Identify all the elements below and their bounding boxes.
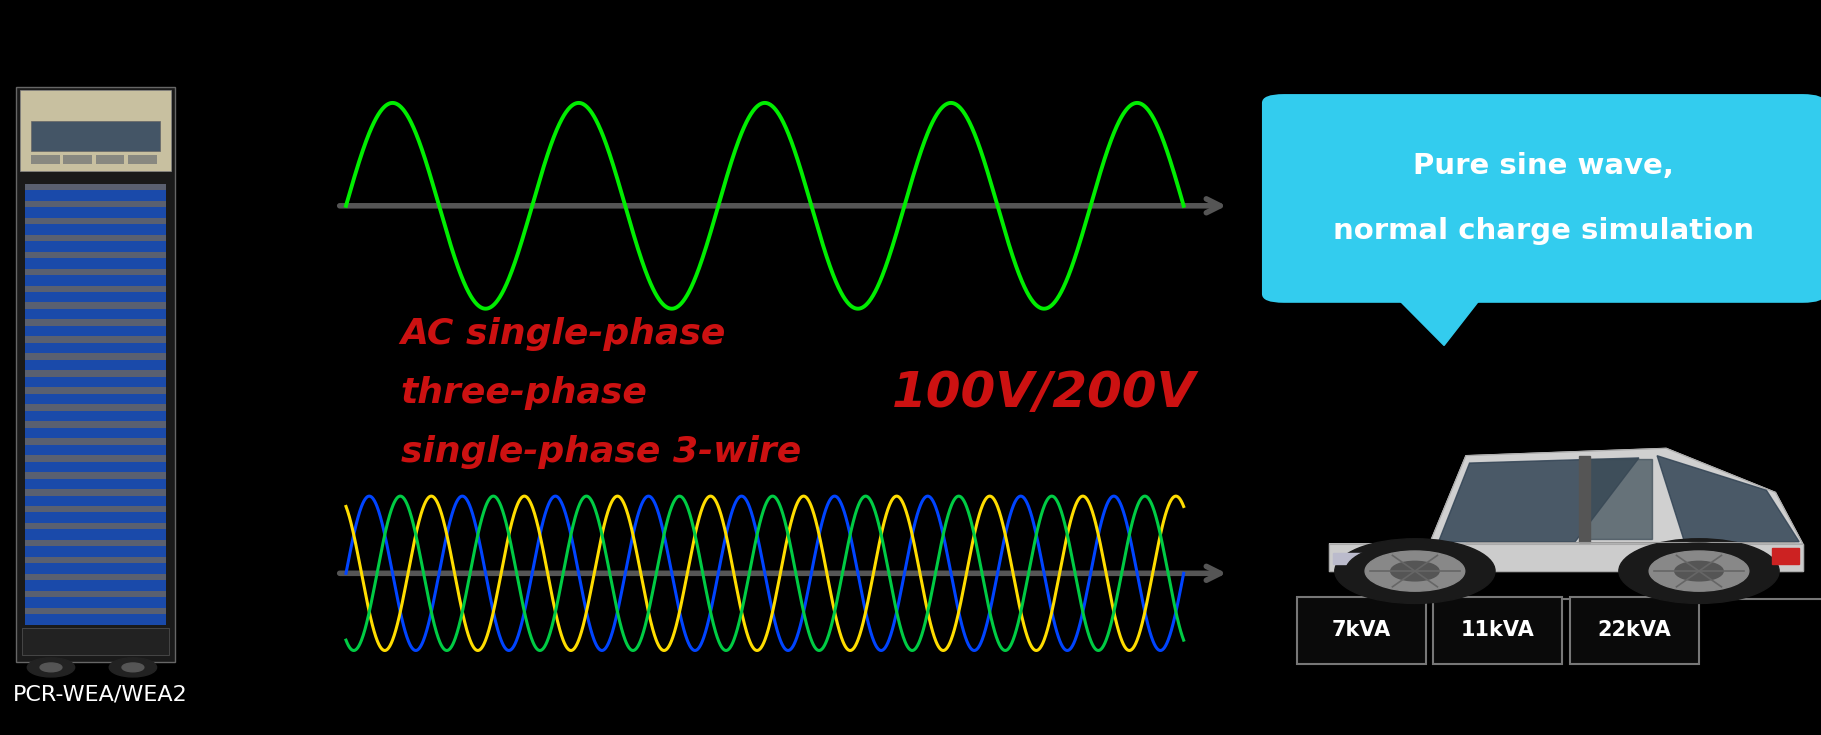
Text: three-phase: three-phase xyxy=(401,376,648,410)
Text: 100V/200V: 100V/200V xyxy=(892,369,1196,417)
Polygon shape xyxy=(1329,448,1803,544)
FancyBboxPatch shape xyxy=(16,87,175,662)
Circle shape xyxy=(109,658,157,677)
FancyBboxPatch shape xyxy=(1262,94,1821,303)
FancyBboxPatch shape xyxy=(25,337,166,343)
FancyBboxPatch shape xyxy=(25,251,166,258)
Polygon shape xyxy=(1439,458,1639,542)
Polygon shape xyxy=(1657,456,1799,542)
FancyBboxPatch shape xyxy=(25,190,166,201)
Text: 11kVA: 11kVA xyxy=(1460,620,1535,640)
Polygon shape xyxy=(1393,294,1484,345)
FancyBboxPatch shape xyxy=(25,608,166,614)
FancyBboxPatch shape xyxy=(31,155,60,164)
FancyBboxPatch shape xyxy=(25,462,166,472)
Circle shape xyxy=(1335,539,1495,603)
Polygon shape xyxy=(1579,456,1590,542)
FancyBboxPatch shape xyxy=(31,121,160,151)
Circle shape xyxy=(1619,539,1779,603)
FancyBboxPatch shape xyxy=(25,438,166,445)
FancyBboxPatch shape xyxy=(25,224,166,234)
FancyBboxPatch shape xyxy=(25,614,166,625)
FancyBboxPatch shape xyxy=(25,574,166,581)
FancyBboxPatch shape xyxy=(25,540,166,546)
Text: normal charge simulation: normal charge simulation xyxy=(1333,217,1754,245)
FancyBboxPatch shape xyxy=(25,268,166,275)
FancyBboxPatch shape xyxy=(25,478,166,489)
Text: 7kVA: 7kVA xyxy=(1331,620,1391,640)
FancyBboxPatch shape xyxy=(25,303,166,309)
FancyBboxPatch shape xyxy=(25,326,166,337)
FancyBboxPatch shape xyxy=(25,421,166,428)
FancyBboxPatch shape xyxy=(25,495,166,506)
FancyBboxPatch shape xyxy=(25,394,166,404)
FancyBboxPatch shape xyxy=(25,445,166,455)
Text: PCR-WEA/WEA2: PCR-WEA/WEA2 xyxy=(13,684,188,705)
FancyBboxPatch shape xyxy=(1433,597,1562,664)
Text: Pure sine wave,: Pure sine wave, xyxy=(1413,152,1673,180)
FancyBboxPatch shape xyxy=(25,201,166,207)
FancyBboxPatch shape xyxy=(25,285,166,292)
FancyBboxPatch shape xyxy=(25,387,166,394)
FancyBboxPatch shape xyxy=(25,523,166,529)
FancyBboxPatch shape xyxy=(25,598,166,608)
FancyBboxPatch shape xyxy=(25,184,166,190)
Circle shape xyxy=(122,663,144,672)
FancyBboxPatch shape xyxy=(25,360,166,370)
Circle shape xyxy=(1391,562,1439,581)
Polygon shape xyxy=(1333,553,1366,564)
FancyBboxPatch shape xyxy=(22,628,169,655)
FancyBboxPatch shape xyxy=(25,428,166,438)
FancyBboxPatch shape xyxy=(25,512,166,523)
FancyBboxPatch shape xyxy=(127,155,157,164)
FancyBboxPatch shape xyxy=(25,529,166,540)
FancyBboxPatch shape xyxy=(25,309,166,320)
FancyBboxPatch shape xyxy=(25,275,166,285)
FancyBboxPatch shape xyxy=(25,563,166,574)
FancyBboxPatch shape xyxy=(64,155,91,164)
FancyBboxPatch shape xyxy=(25,581,166,591)
Text: single-phase 3-wire: single-phase 3-wire xyxy=(401,435,801,469)
Text: 22kVA: 22kVA xyxy=(1597,620,1672,640)
FancyBboxPatch shape xyxy=(1297,597,1426,664)
Circle shape xyxy=(1630,543,1768,599)
FancyBboxPatch shape xyxy=(25,218,166,224)
FancyBboxPatch shape xyxy=(97,155,124,164)
FancyBboxPatch shape xyxy=(25,377,166,387)
FancyBboxPatch shape xyxy=(25,489,166,495)
Circle shape xyxy=(1650,551,1748,591)
FancyBboxPatch shape xyxy=(25,506,166,512)
FancyBboxPatch shape xyxy=(25,455,166,462)
Circle shape xyxy=(1346,543,1484,599)
Polygon shape xyxy=(1584,459,1652,539)
FancyBboxPatch shape xyxy=(25,546,166,557)
FancyBboxPatch shape xyxy=(20,90,171,171)
FancyBboxPatch shape xyxy=(25,404,166,411)
Text: AC single-phase: AC single-phase xyxy=(401,318,727,351)
Circle shape xyxy=(1366,551,1464,591)
Circle shape xyxy=(1675,562,1723,581)
FancyBboxPatch shape xyxy=(25,320,166,326)
FancyBboxPatch shape xyxy=(25,258,166,268)
FancyBboxPatch shape xyxy=(25,292,166,303)
Circle shape xyxy=(27,658,75,677)
FancyBboxPatch shape xyxy=(25,411,166,421)
FancyBboxPatch shape xyxy=(25,472,166,478)
FancyBboxPatch shape xyxy=(25,370,166,377)
FancyBboxPatch shape xyxy=(25,354,166,360)
Circle shape xyxy=(40,663,62,672)
FancyBboxPatch shape xyxy=(25,234,166,241)
FancyBboxPatch shape xyxy=(25,241,166,251)
FancyBboxPatch shape xyxy=(25,557,166,563)
FancyBboxPatch shape xyxy=(25,591,166,598)
FancyBboxPatch shape xyxy=(25,343,166,354)
Polygon shape xyxy=(1329,544,1803,571)
Polygon shape xyxy=(1772,548,1799,564)
FancyBboxPatch shape xyxy=(25,207,166,218)
FancyBboxPatch shape xyxy=(1570,597,1699,664)
